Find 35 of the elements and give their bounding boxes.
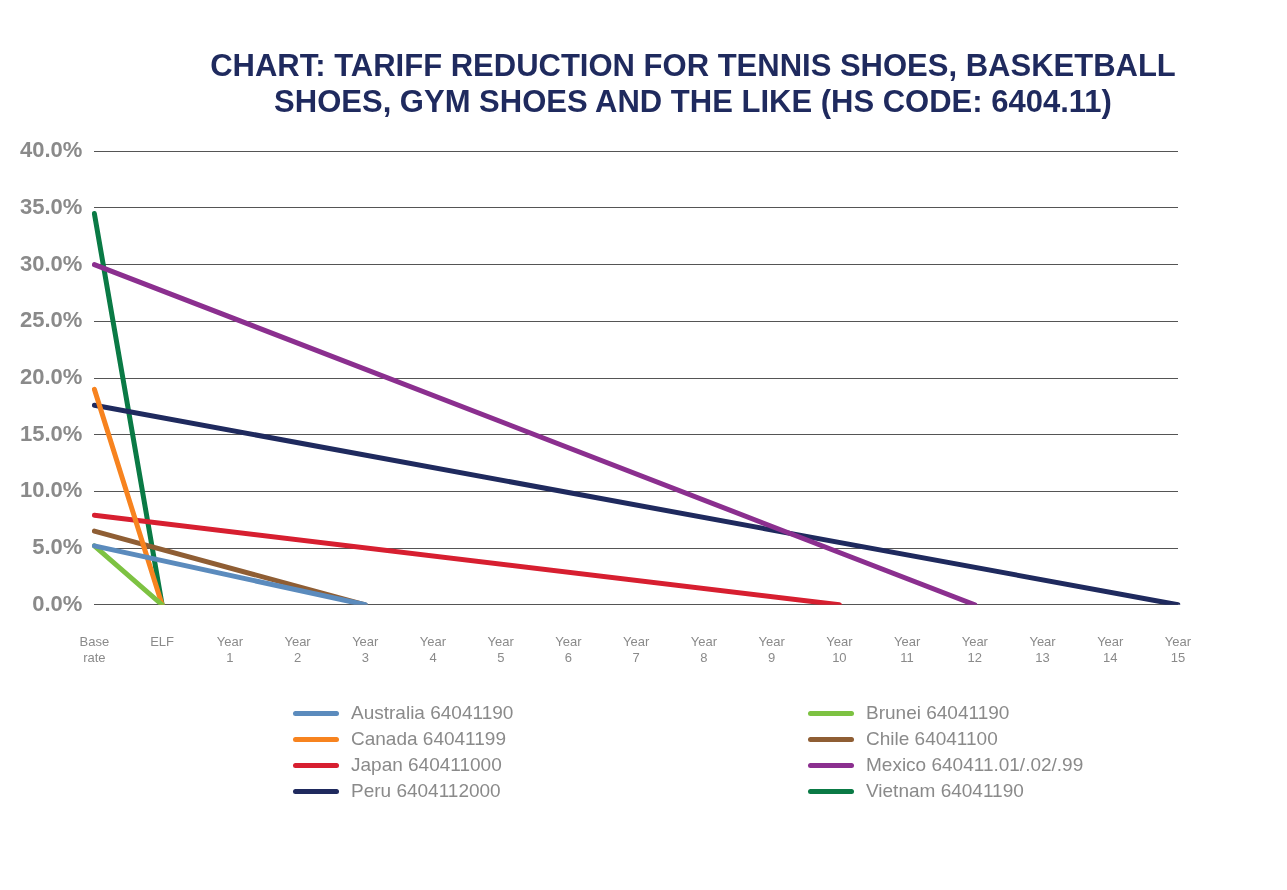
x-tick-label: Year 10 [826, 634, 854, 665]
y-tick-label: 15.0% [19, 420, 83, 446]
legend-label: Mexico 640411.01/.02/.99 [866, 754, 1084, 776]
x-tick-label: Year 11 [893, 634, 921, 665]
x-tick-label: Year 12 [961, 634, 989, 665]
y-tick-label: 35.0% [19, 193, 83, 219]
x-tick-label: Year 4 [419, 634, 447, 665]
x-tick-label: Base rate [79, 634, 110, 665]
x-tick-label: Year 14 [1097, 634, 1125, 665]
legend-label: Brunei 64041190 [866, 702, 1010, 724]
legend-label: Japan 640411000 [351, 754, 502, 776]
x-tick-label: Year 15 [1164, 634, 1192, 665]
legend-label: Canada 64041199 [351, 728, 506, 750]
x-tick-label: Year 9 [758, 634, 786, 665]
x-tick-label: ELF [150, 634, 175, 650]
y-tick-label: 0.0% [32, 590, 83, 616]
chart-title: CHART: TARIFF REDUCTION FOR TENNIS SHOES, BASKETBALL SHOES, GYM SHOES AND THE LIKE (HS CODE: 6404.11) [209, 48, 1177, 120]
y-tick-label: 25.0% [19, 307, 83, 333]
x-tick-label: Year 1 [216, 634, 244, 665]
legend-label: Peru 6404112000 [351, 780, 501, 802]
x-tick-label: Year 8 [690, 634, 718, 665]
x-tick-label: Year 3 [352, 634, 380, 665]
y-tick-label: 40.0% [19, 137, 83, 163]
y-tick-label: 5.0% [32, 534, 83, 560]
legend-label: Australia 64041190 [351, 702, 514, 724]
y-tick-label: 20.0% [19, 364, 83, 390]
x-tick-label: Year 7 [623, 634, 650, 665]
legend-label: Vietnam 64041190 [866, 780, 1024, 802]
x-tick-label: Year 13 [1029, 634, 1057, 665]
y-tick-label: 10.0% [19, 477, 83, 503]
legend-label: Chile 64041100 [866, 728, 998, 750]
x-tick-label: Year 5 [487, 634, 515, 665]
x-tick-label: Year 6 [555, 634, 583, 665]
y-tick-label: 30.0% [19, 250, 83, 276]
x-tick-label: Year 2 [284, 634, 312, 665]
